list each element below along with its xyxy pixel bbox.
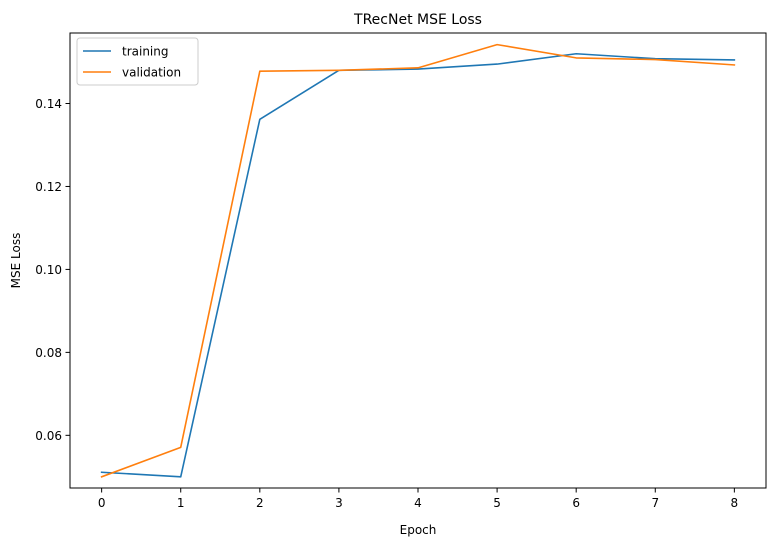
y-tick-label: 0.14 <box>35 97 62 111</box>
y-tick-label: 0.10 <box>35 263 62 277</box>
y-axis-ticks: 0.06 0.08 0.10 0.12 0.14 <box>35 97 70 443</box>
y-tick-label: 0.08 <box>35 346 62 360</box>
series-line-validation <box>100 43 736 478</box>
x-axis-ticks: 0 1 2 3 4 5 6 7 8 <box>98 488 738 510</box>
chart-title: TRecNet MSE Loss <box>353 12 482 28</box>
x-axis-label: Epoch <box>400 523 437 537</box>
y-tick-label: 0.06 <box>35 429 62 443</box>
x-tick-label: 0 <box>98 496 106 510</box>
x-tick-label: 1 <box>177 496 185 510</box>
legend: training validation <box>76 37 199 86</box>
x-tick-label: 4 <box>414 496 422 510</box>
x-tick-label: 3 <box>335 496 343 510</box>
x-tick-label: 2 <box>256 496 264 510</box>
y-tick-label: 0.12 <box>35 180 62 194</box>
x-tick-label: 6 <box>572 496 580 510</box>
legend-label-validation: validation <box>122 66 181 80</box>
x-tick-label: 8 <box>731 496 739 510</box>
x-tick-label: 7 <box>651 496 659 510</box>
series-line-training <box>100 52 736 478</box>
legend-box <box>76 37 199 86</box>
legend-items: training validation <box>83 45 181 80</box>
legend-label-training: training <box>122 45 169 59</box>
series-layer <box>100 43 736 478</box>
x-tick-label: 5 <box>493 496 501 510</box>
y-axis-label: MSE Loss <box>9 233 23 289</box>
